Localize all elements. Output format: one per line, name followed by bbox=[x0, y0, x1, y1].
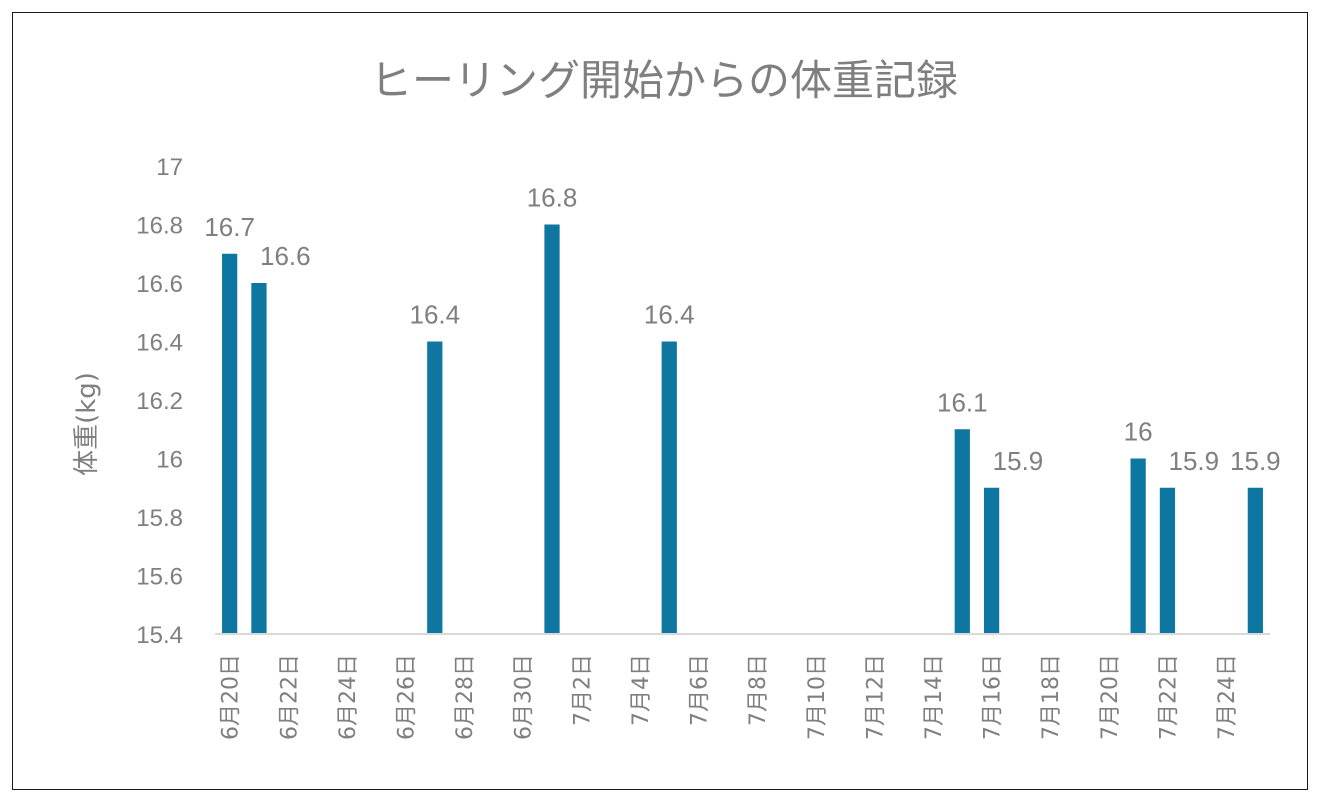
bar bbox=[1159, 487, 1176, 634]
x-tick-label: 6月28日 bbox=[453, 654, 478, 740]
y-tick-label: 16.8 bbox=[136, 213, 183, 240]
y-tick-label: 17 bbox=[156, 154, 183, 181]
x-tick-label: 7月24日 bbox=[1215, 654, 1240, 740]
data-label: 16.7 bbox=[204, 212, 255, 242]
data-label: 16.1 bbox=[937, 387, 988, 417]
chart-title: ヒーリング開始からの体重記録 bbox=[370, 56, 958, 105]
y-tick-label: 16.4 bbox=[136, 330, 183, 357]
chart-frame: ヒーリング開始からの体重記録 体重(kg) 15.4 15.6 15.8 16 16.2… bbox=[12, 12, 1308, 790]
data-label: 16.4 bbox=[409, 300, 460, 330]
data-label: 15.9 bbox=[1230, 446, 1281, 476]
x-tick-label: 7月20日 bbox=[1098, 654, 1123, 740]
data-label: 16 bbox=[1124, 417, 1153, 447]
x-tick-label: 7月4日 bbox=[629, 654, 654, 726]
bar bbox=[1247, 487, 1263, 634]
x-tick-label: 7月8日 bbox=[746, 654, 771, 726]
y-axis-label: 体重(kg) bbox=[72, 372, 102, 476]
y-tick-label: 15.6 bbox=[136, 564, 183, 591]
y-tick-label: 15.4 bbox=[136, 622, 183, 649]
data-label: 15.9 bbox=[993, 446, 1044, 476]
x-tick-label: 7月18日 bbox=[1039, 654, 1064, 740]
y-tick-label: 16 bbox=[156, 447, 183, 474]
y-axis-ticks: 15.4 15.6 15.8 16 16.2 16.4 16.6 16.8 17 bbox=[136, 154, 183, 649]
bar bbox=[251, 283, 267, 634]
bar bbox=[1130, 458, 1146, 634]
x-tick-label: 7月10日 bbox=[805, 654, 830, 740]
data-label: 16.8 bbox=[527, 183, 578, 213]
x-tick-label: 7月2日 bbox=[570, 654, 595, 726]
x-tick-label: 6月26日 bbox=[394, 654, 419, 740]
chart-svg: ヒーリング開始からの体重記録 体重(kg) 15.4 15.6 15.8 16 16.2… bbox=[72, 56, 1281, 740]
bar bbox=[222, 253, 238, 634]
x-tick-label: 7月14日 bbox=[922, 654, 947, 740]
bar bbox=[427, 341, 443, 634]
x-tick-label: 6月22日 bbox=[277, 654, 302, 740]
bar bbox=[661, 341, 677, 634]
bar bbox=[544, 224, 560, 634]
x-tick-label: 7月16日 bbox=[981, 654, 1006, 740]
x-tick-label: 6月20日 bbox=[219, 654, 244, 740]
x-tick-label: 7月12日 bbox=[863, 654, 888, 740]
y-tick-label: 15.8 bbox=[136, 505, 183, 532]
x-tick-label: 6月30日 bbox=[512, 654, 537, 740]
data-label: 15.9 bbox=[1169, 446, 1220, 476]
bar bbox=[983, 487, 1000, 634]
bar bbox=[954, 429, 970, 634]
x-tick-label: 7月22日 bbox=[1156, 654, 1181, 740]
bar-series bbox=[222, 224, 1263, 634]
y-tick-label: 16.2 bbox=[136, 388, 183, 415]
data-label: 16.6 bbox=[260, 241, 311, 271]
data-label: 16.4 bbox=[644, 300, 695, 330]
x-axis-ticks: 6月20日 6月22日 6月24日 6月26日 6月28日 6月30日 7月2日 7月4日 7月… bbox=[219, 654, 1240, 740]
x-tick-label: 7月6日 bbox=[688, 654, 713, 726]
y-tick-label: 16.6 bbox=[136, 271, 183, 298]
x-tick-label: 6月24日 bbox=[336, 654, 361, 740]
